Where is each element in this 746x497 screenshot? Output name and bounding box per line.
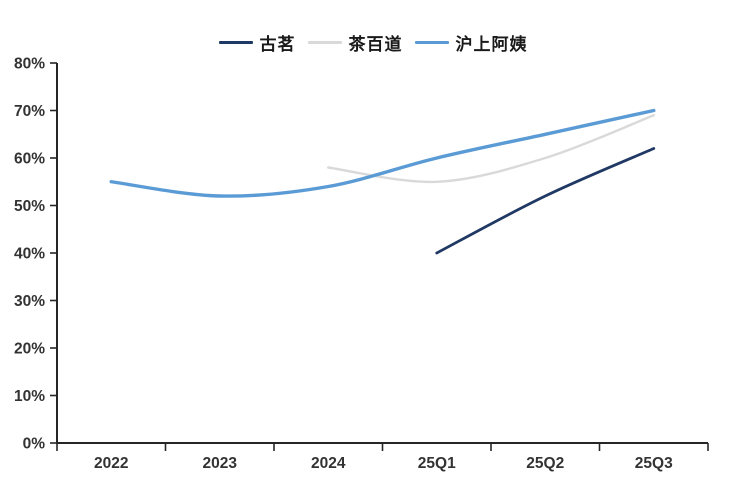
y-axis-tick-label: 0%	[23, 436, 46, 453]
y-axis-tick-label: 40%	[14, 246, 45, 263]
series-line-chabaidao	[327, 114, 655, 184]
y-axis-tick-label: 70%	[14, 103, 45, 120]
x-axis-tick-label: 2022	[94, 455, 128, 472]
y-axis-tick-label: 80%	[14, 56, 45, 73]
legend-label-hushangayi: 沪上阿姨	[455, 35, 528, 54]
legend-line-swatch-guming	[218, 40, 253, 45]
x-axis-tick-label: 25Q1	[418, 455, 456, 472]
legend-item-chabaidao: 茶百道	[307, 30, 403, 55]
chart-legend: 古茗 茶百道 沪上阿姨	[0, 30, 746, 55]
y-axis-tick-label: 60%	[14, 151, 45, 168]
legend-item-hushangayi: 沪上阿姨	[414, 30, 528, 55]
y-axis-tick-label: 10%	[14, 388, 45, 405]
legend-line-swatch-hushangayi	[414, 40, 449, 45]
y-axis-tick-label: 30%	[14, 293, 45, 310]
x-axis-tick-label: 2024	[311, 455, 346, 472]
series-line-hushangayi	[109, 108, 656, 198]
y-axis-tick-label: 20%	[14, 341, 45, 358]
legend-label-chabaidao: 茶百道	[348, 35, 403, 54]
y-axis-tick-label: 50%	[14, 198, 45, 215]
legend-line-swatch-chabaidao	[307, 40, 342, 45]
series-line-guming	[435, 147, 656, 255]
x-axis-tick-label: 25Q3	[635, 455, 673, 472]
legend-label-guming: 古茗	[259, 35, 296, 54]
legend-item-guming: 古茗	[218, 30, 296, 55]
x-axis-tick-label: 25Q2	[526, 455, 564, 472]
x-axis-tick-label: 2023	[203, 455, 238, 472]
